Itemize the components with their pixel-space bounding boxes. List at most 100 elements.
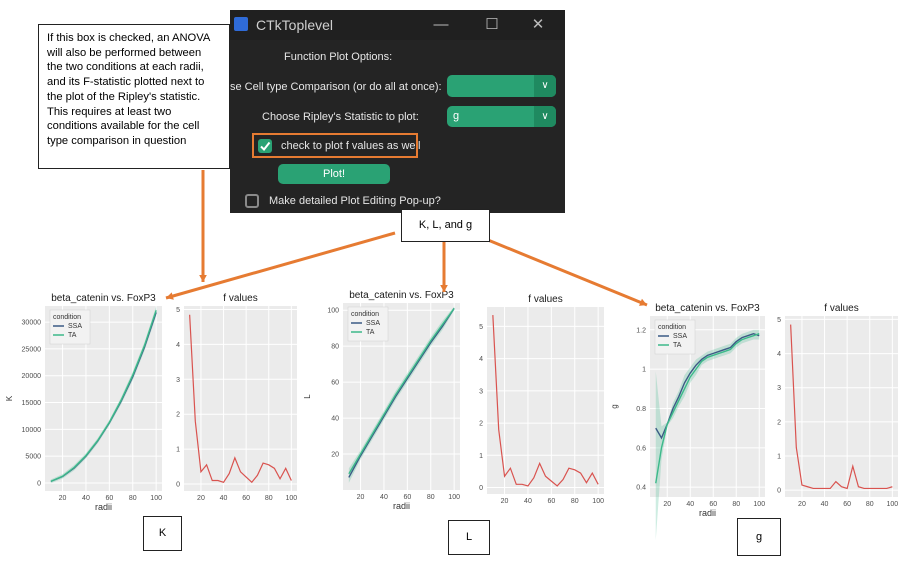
y-axis-label: g <box>610 404 619 408</box>
series-line-ta <box>655 333 760 484</box>
confidence-band <box>348 306 455 483</box>
y-tick-label: 0.6 <box>636 445 646 452</box>
y-tick-label: 4 <box>479 356 483 363</box>
x-tick-label: 40 <box>220 495 228 502</box>
anova-callout: If this box is checked, an ANOVA will al… <box>38 24 230 169</box>
legend-entry-ta: TA <box>673 342 682 349</box>
y-tick-label: 25000 <box>22 346 42 353</box>
plot-button[interactable]: Plot! <box>278 164 390 184</box>
y-tick-label: 0 <box>176 482 180 489</box>
y-tick-label: 10000 <box>22 427 42 434</box>
y-tick-label: 100 <box>327 308 339 315</box>
x-tick-label: 40 <box>82 495 90 502</box>
y-tick-label: 5 <box>479 324 483 331</box>
cell-type-label: se Cell type Comparison (or do all at on… <box>230 81 442 93</box>
ripley-label: Choose Ripley's Statistic to plot: <box>262 111 419 123</box>
options-heading: Function Plot Options: <box>284 51 393 63</box>
x-tick-label: 100 <box>753 501 765 508</box>
x-tick-label: 80 <box>427 494 435 501</box>
y-tick-label: 3 <box>479 388 483 395</box>
fvalues-checkbox[interactable] <box>258 139 272 153</box>
x-tick-label: 100 <box>448 494 460 501</box>
arrow-to-k-head <box>166 292 174 300</box>
y-tick-label: 2 <box>777 419 781 426</box>
callout-line: type comparison in question <box>47 134 187 147</box>
x-tick-label: 20 <box>197 495 205 502</box>
y-tick-label: 4 <box>176 342 180 349</box>
chart-title: f values <box>528 294 562 305</box>
ripley-value: g <box>453 110 460 122</box>
plot-panel-kf <box>184 306 297 491</box>
x-tick-label: 80 <box>866 501 874 508</box>
y-tick-label: 0.8 <box>636 406 646 413</box>
y-tick-label: 0 <box>479 485 483 492</box>
x-tick-label: 60 <box>709 501 717 508</box>
chevron-down-icon[interactable]: ∨ <box>534 106 556 127</box>
x-axis-label: radii <box>393 501 410 511</box>
stats-callout: K, L, and g <box>401 209 490 242</box>
y-tick-label: 20 <box>331 452 339 459</box>
maximize-icon[interactable]: ☐ <box>485 16 499 33</box>
title-bar: CTkToplevel — ☐ ✕ <box>230 10 565 40</box>
arrow-to-g-head <box>639 298 647 306</box>
close-icon[interactable]: ✕ <box>531 16 545 33</box>
x-tick-label: 20 <box>357 494 365 501</box>
chart-title: f values <box>223 293 257 304</box>
legend-title: condition <box>53 314 81 321</box>
f-values-line <box>790 324 893 490</box>
y-tick-label: 40 <box>331 416 339 423</box>
chart-title: beta_catenin vs. FoxP3 <box>51 293 156 304</box>
chart-title: beta_catenin vs. FoxP3 <box>655 303 760 314</box>
legend-title: condition <box>351 311 379 318</box>
y-tick-label: 0.4 <box>636 485 646 492</box>
arrow-to-l-head <box>440 284 448 292</box>
popup-checkbox-label: Make detailed Plot Editing Pop-up? <box>269 195 441 207</box>
ripley-dropdown[interactable]: g ∨ <box>447 106 556 127</box>
legend-entry-ssa: SSA <box>68 323 82 330</box>
x-tick-label: 40 <box>524 498 532 505</box>
x-tick-label: 60 <box>403 494 411 501</box>
x-tick-label: 40 <box>380 494 388 501</box>
series-line-ssa <box>348 308 455 478</box>
x-tick-label: 20 <box>663 501 671 508</box>
x-tick-label: 60 <box>547 498 555 505</box>
y-tick-label: 4 <box>777 351 781 358</box>
cell-type-dropdown[interactable]: ∨ <box>447 75 556 97</box>
callout-line: This requires at least two <box>47 105 172 118</box>
y-tick-label: 3 <box>777 385 781 392</box>
callout-line: the plot of the Ripley's statistic. <box>47 90 201 103</box>
x-tick-label: 100 <box>887 501 899 508</box>
fvalues-checkbox-label: check to plot f values as well <box>281 140 421 152</box>
y-tick-label: 3 <box>176 377 180 384</box>
x-tick-label: 100 <box>592 498 604 505</box>
popup-checkbox[interactable] <box>245 194 259 208</box>
y-tick-label: 1.2 <box>636 327 646 334</box>
y-axis-label: K <box>5 395 14 401</box>
checkmark-icon <box>260 141 271 152</box>
minimize-icon[interactable]: — <box>433 16 449 33</box>
legend-entry-ta: TA <box>68 332 77 339</box>
y-tick-label: 1 <box>642 367 646 374</box>
x-tick-label: 80 <box>129 495 137 502</box>
legend-title: condition <box>658 324 686 331</box>
callout-arrow-head <box>199 274 207 282</box>
y-tick-label: 5000 <box>25 454 41 461</box>
y-tick-label: 2 <box>176 412 180 419</box>
plot-panel-lf <box>487 307 604 494</box>
arrow-to-g <box>487 238 648 307</box>
y-tick-label: 60 <box>331 380 339 387</box>
callout-line: the two conditions at each radii, <box>47 61 204 74</box>
legend-box <box>654 319 696 355</box>
x-tick-label: 80 <box>265 495 273 502</box>
x-tick-label: 20 <box>501 498 509 505</box>
series-line-ta <box>50 310 157 482</box>
x-axis-label: radii <box>699 508 716 518</box>
callout-line: conditions available for the cell <box>47 120 200 133</box>
y-tick-label: 1 <box>176 447 180 454</box>
callout-line: will also be performed between <box>47 46 202 59</box>
chevron-down-icon[interactable]: ∨ <box>534 75 556 97</box>
y-tick-label: 0 <box>777 488 781 495</box>
x-tick-label: 40 <box>821 501 829 508</box>
window-title: CTkToplevel <box>256 17 334 33</box>
